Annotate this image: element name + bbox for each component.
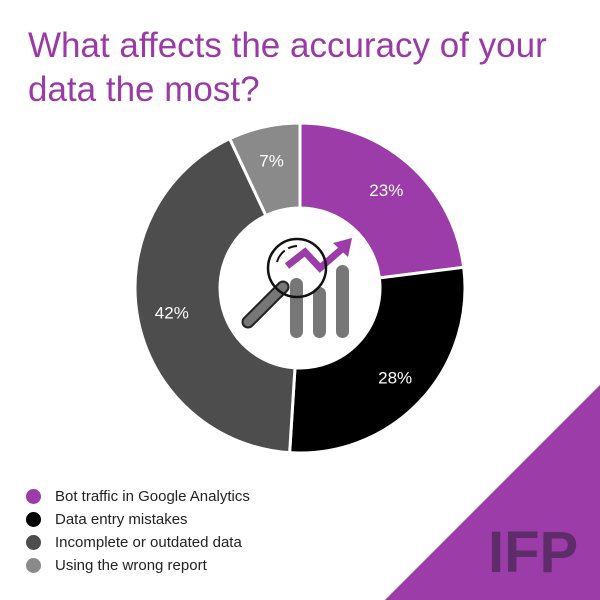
icon-bar	[290, 278, 303, 338]
legend-label: Bot traffic in Google Analytics	[55, 488, 250, 505]
magnifier-chart-icon	[241, 237, 352, 338]
data-label: 28%	[378, 368, 412, 387]
icon-bar	[336, 265, 349, 338]
legend: Bot traffic in Google Analytics Data entr…	[26, 485, 250, 577]
legend-swatch	[26, 535, 41, 550]
data-label: 7%	[259, 152, 284, 171]
donut-slice	[133, 136, 297, 455]
legend-label: Using the wrong report	[55, 557, 207, 574]
legend-swatch	[26, 558, 41, 573]
legend-swatch	[26, 512, 41, 527]
data-label: 42%	[155, 303, 189, 322]
legend-item: Incomplete or outdated data	[26, 531, 250, 554]
donut-slice	[298, 121, 466, 280]
icon-arrow-head	[333, 238, 352, 257]
donut-slice	[227, 121, 302, 218]
brand-triangle-shape	[385, 385, 600, 600]
icon-lens	[266, 237, 328, 299]
legend-item: Using the wrong report	[26, 554, 250, 577]
legend-item: Data entry mistakes	[26, 508, 250, 531]
chart-title: What affects the accuracy of your data t…	[28, 26, 547, 109]
ifp-logo: IFP	[488, 520, 578, 585]
legend-item: Bot traffic in Google Analytics	[26, 485, 250, 508]
icon-trend-line	[284, 245, 346, 273]
data-label: 23%	[369, 181, 403, 200]
icon-handle	[243, 282, 288, 327]
icon-bar	[313, 287, 326, 338]
legend-label: Incomplete or outdated data	[55, 534, 242, 551]
donut-slice	[288, 265, 467, 455]
legend-label: Data entry mistakes	[55, 511, 188, 528]
legend-swatch	[26, 489, 41, 504]
